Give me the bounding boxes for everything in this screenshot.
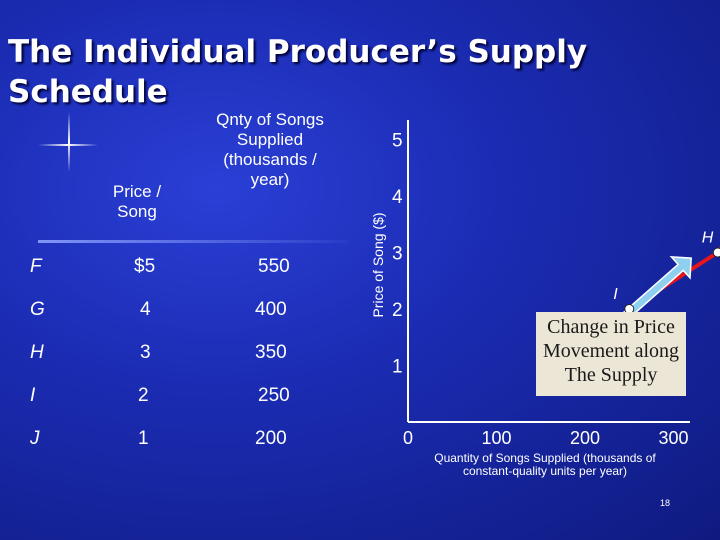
row-price: 3 bbox=[140, 342, 151, 363]
x-axis-title: Quantity of Songs Supplied (thousands of… bbox=[434, 451, 656, 478]
row-price: $5 bbox=[134, 256, 156, 277]
data-point-h bbox=[712, 247, 720, 258]
row-label: F bbox=[30, 256, 42, 277]
y-tick-label: 5 bbox=[392, 131, 403, 152]
y-tick-label: 1 bbox=[392, 357, 403, 378]
row-label: G bbox=[30, 299, 45, 320]
y-tick-label: 4 bbox=[392, 187, 403, 208]
row-quantity: 550 bbox=[258, 256, 290, 277]
page-title: The Individual Producer’s Supply Schedul… bbox=[8, 34, 588, 110]
slide-number: 18 bbox=[660, 498, 671, 508]
table-header-divider bbox=[38, 240, 348, 243]
row-quantity: 250 bbox=[258, 385, 290, 406]
y-tick-label: 2 bbox=[392, 300, 403, 321]
row-quantity: 350 bbox=[255, 342, 287, 363]
y-axis-title: Price of Song ($) bbox=[370, 212, 386, 317]
col-header-quantity: Qnty of Songs Supplied (thousands / year… bbox=[216, 110, 324, 189]
y-tick-label: 3 bbox=[392, 244, 403, 265]
row-quantity: 400 bbox=[255, 299, 287, 320]
x-tick-label: 300 bbox=[658, 428, 688, 448]
callout-box: Change in Price Movement along The Suppl… bbox=[536, 312, 686, 396]
point-label: H bbox=[702, 230, 714, 247]
row-price: 4 bbox=[140, 299, 151, 320]
row-price: 1 bbox=[138, 428, 149, 449]
x-tick-label: 200 bbox=[570, 428, 600, 448]
row-label: H bbox=[30, 342, 44, 363]
row-label: J bbox=[30, 428, 40, 449]
x-tick-label: 100 bbox=[481, 428, 511, 448]
point-label: I bbox=[613, 286, 618, 303]
row-quantity: 200 bbox=[255, 428, 287, 449]
row-label: I bbox=[30, 385, 36, 406]
x-tick-label: 0 bbox=[403, 428, 413, 448]
row-price: 2 bbox=[138, 385, 149, 406]
sparkle-decoration bbox=[68, 112, 70, 172]
col-header-price: Price / Song bbox=[112, 182, 162, 221]
sparkle-decoration-h bbox=[38, 144, 98, 146]
